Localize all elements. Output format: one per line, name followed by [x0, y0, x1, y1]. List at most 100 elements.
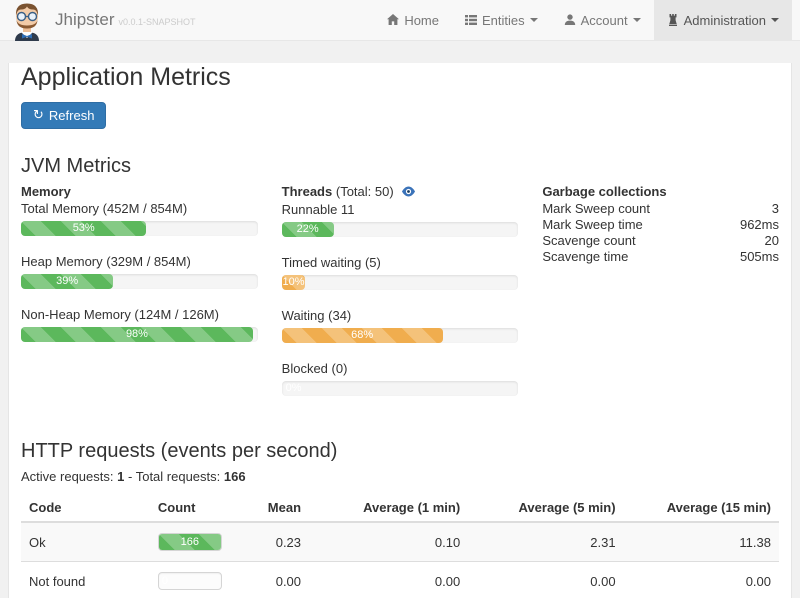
progress-bar: 10%	[281, 275, 519, 290]
nav-item-administration[interactable]: Administration	[653, 0, 792, 40]
active-requests-value: 1	[117, 469, 125, 484]
nav-item-account[interactable]: Account	[551, 0, 654, 40]
column-header: Count	[149, 494, 241, 523]
refresh-icon: ↻	[33, 108, 44, 123]
progress-bar: 53%	[21, 221, 258, 236]
count-progress-bar: 0	[157, 572, 222, 590]
refresh-button-label: Refresh	[48, 108, 95, 123]
progress-bar-value: 98%	[125, 328, 148, 340]
gc-column: Garbage collections Mark Sweep count 3 M…	[542, 184, 779, 414]
gc-label: Scavenge count	[542, 233, 636, 248]
jhipster-logo-icon	[15, 3, 39, 41]
count-cell: 0	[149, 561, 241, 598]
threads-column: Threads (Total: 50) Runnable 11 22% Time…	[281, 184, 519, 414]
progress-bar-value: 68%	[351, 329, 374, 341]
table-row: Ok 166 0.23 0.10 2.31 11.38	[21, 521, 779, 562]
caret-down-icon	[529, 18, 538, 22]
avg-5min-cell: 0.00	[468, 561, 624, 598]
gc-value: 962ms	[739, 217, 779, 232]
progress-bar-value: 22%	[296, 223, 319, 235]
memory-title: Memory	[21, 184, 71, 199]
total-requests-value: 166	[223, 469, 246, 484]
http-requests-summary: Active requests: 1 - Total requests: 166	[21, 469, 246, 484]
gc-value: 505ms	[739, 249, 779, 264]
caret-down-icon	[632, 18, 641, 22]
http-requests-table: Code Count Mean Average (1 min) Average (5 m…	[21, 494, 779, 598]
avg-1min-cell: 0.00	[309, 561, 469, 598]
metric-label: Timed waiting (5)	[281, 255, 381, 270]
count-progress-bar: 166	[157, 533, 222, 551]
progress-bar-fill: 10%	[281, 275, 306, 290]
nav-item-label: Account	[580, 12, 628, 28]
avg-1min-cell: 0.10	[309, 521, 469, 562]
column-header: Average (5 min)	[468, 494, 624, 523]
navbar: Jhipster v0.0.1-SNAPSHOT Home Entities Acc…	[0, 0, 800, 41]
avg-15min-cell: 0.00	[623, 561, 779, 598]
progress-bar-value: 0%	[285, 382, 302, 394]
mean-cell: 0.23	[240, 521, 310, 562]
jvm-metrics-title: JVM Metrics	[21, 155, 131, 177]
progress-bar-fill: 39%	[21, 274, 114, 289]
brand[interactable]: Jhipster v0.0.1-SNAPSHOT	[0, 0, 196, 41]
column-header: Code	[21, 494, 150, 523]
table-row: Not found 0 0.00 0.00 0.00 0.00	[21, 561, 779, 598]
nav-item-label: Entities	[482, 12, 525, 28]
progress-bar-fill: 53%	[21, 221, 147, 236]
table-header-row: Code Count Mean Average (1 min) Average (5 m…	[21, 494, 779, 523]
home-icon	[387, 14, 400, 26]
threads-total: (Total: 50)	[335, 184, 394, 199]
gc-row: Scavenge time 505ms	[542, 249, 779, 264]
jvm-metric: Total Memory (452M / 854M) 53%	[21, 201, 258, 236]
progress-bar: 39%	[21, 274, 258, 289]
metric-label: Non-Heap Memory (124M / 126M)	[21, 307, 219, 322]
metric-label: Heap Memory (329M / 854M)	[21, 254, 191, 269]
progress-bar-value: 39%	[56, 275, 79, 287]
count-cell: 166	[149, 521, 241, 562]
gc-row: Mark Sweep time 962ms	[542, 217, 779, 232]
mean-cell: 0.00	[240, 561, 310, 598]
brand-name: Jhipster	[55, 10, 115, 29]
progress-bar-value: 53%	[72, 222, 95, 234]
nav-item-home[interactable]: Home	[374, 0, 452, 40]
gc-title: Garbage collections	[542, 184, 667, 199]
gc-row: Scavenge count 20	[542, 233, 779, 248]
column-header: Average (1 min)	[309, 494, 469, 523]
jvm-metrics-grid: Memory Total Memory (452M / 854M) 53% He…	[21, 184, 779, 414]
metric-label: Runnable 11	[281, 202, 355, 217]
jvm-metric: Timed waiting (5) 10%	[281, 255, 519, 290]
caret-down-icon	[771, 18, 779, 22]
nav-item-entities[interactable]: Entities	[452, 0, 551, 40]
refresh-button[interactable]: ↻ Refresh	[21, 102, 107, 129]
page-title: Application Metrics	[21, 63, 231, 91]
nav-item-label: Administration	[683, 12, 766, 28]
nav-item-label: Home	[404, 12, 439, 28]
progress-bar: 98%	[21, 327, 258, 342]
progress-bar: 0%	[281, 381, 519, 396]
gc-value: 20	[764, 233, 779, 248]
memory-column: Memory Total Memory (452M / 854M) 53% He…	[21, 184, 258, 414]
tower-icon	[667, 14, 679, 26]
list-icon	[465, 14, 477, 26]
progress-bar-fill: 98%	[21, 327, 253, 342]
nav-menu: Home Entities Account Administration	[374, 0, 792, 40]
avg-15min-cell: 11.38	[623, 521, 779, 562]
code-cell: Not found	[21, 561, 150, 598]
jvm-metric: Runnable 11 22%	[281, 202, 519, 237]
eye-icon[interactable]	[401, 185, 416, 200]
progress-bar-value: 10%	[282, 276, 305, 288]
http-requests-title: HTTP requests (events per second)	[21, 440, 338, 462]
column-header: Mean	[240, 494, 310, 523]
metric-label: Blocked (0)	[281, 361, 348, 376]
jvm-metric: Heap Memory (329M / 854M) 39%	[21, 254, 258, 289]
user-icon	[564, 14, 576, 26]
gc-label: Mark Sweep time	[542, 217, 643, 232]
jvm-metric: Waiting (34) 68%	[281, 308, 519, 343]
gc-value: 3	[771, 201, 779, 216]
threads-title: Threads (Total: 50)	[282, 184, 519, 200]
metric-label: Waiting (34)	[281, 308, 352, 323]
gc-label: Mark Sweep count	[542, 201, 650, 216]
gc-row: Mark Sweep count 3	[542, 201, 779, 216]
avg-5min-cell: 2.31	[468, 521, 624, 562]
progress-bar-fill: 68%	[281, 328, 443, 343]
progress-bar: 22%	[281, 222, 519, 237]
